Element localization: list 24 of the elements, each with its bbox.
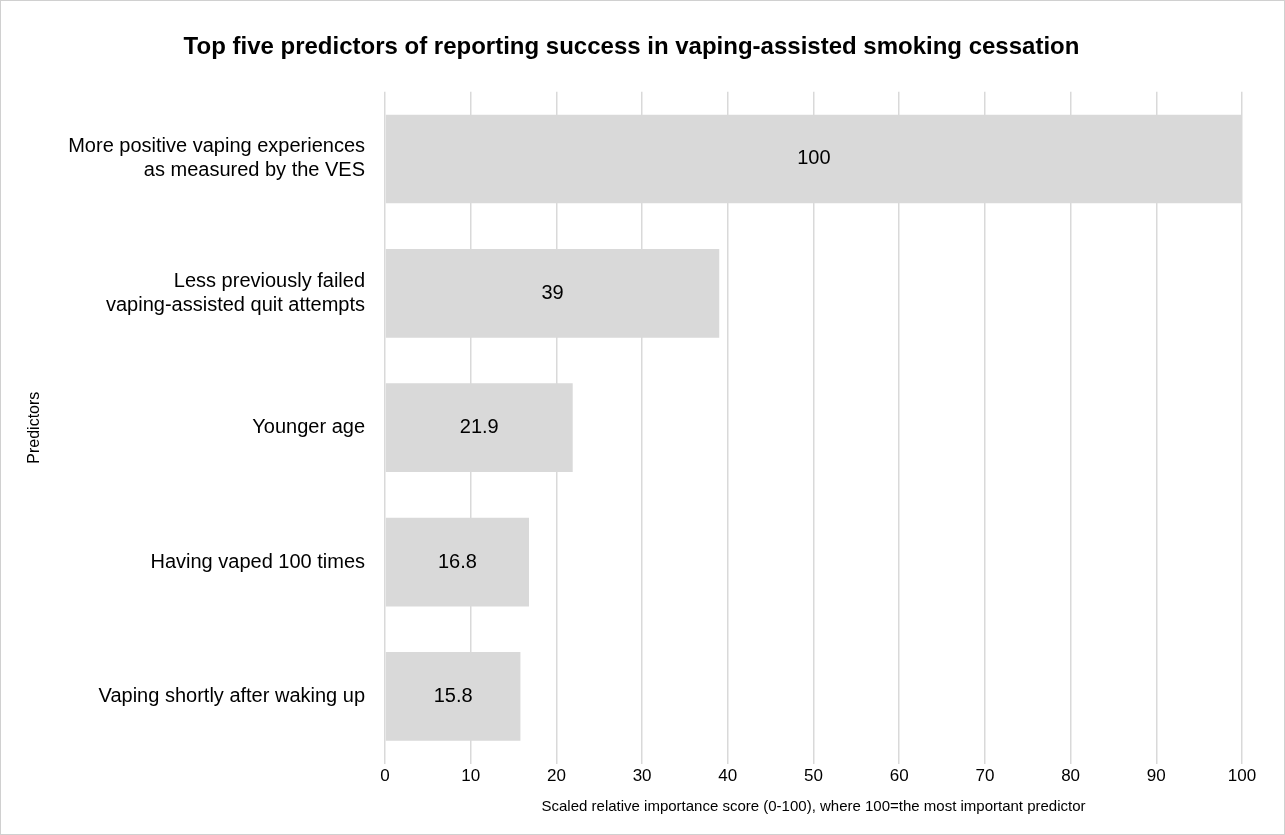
x-tick-label: 50 <box>804 766 823 786</box>
data-label: 21.9 <box>459 415 499 438</box>
x-axis-title: Scaled relative importance score (0-100), where 100=the most important predictor <box>541 797 1086 815</box>
x-tick-label: 80 <box>1061 766 1081 786</box>
y-tick-label: More positive vaping experiences as measured by the VES <box>68 134 366 181</box>
x-tick-label: 70 <box>975 766 995 786</box>
data-label: 16.8 <box>437 549 477 572</box>
data-label: 15.8 <box>433 683 473 706</box>
data-label: 39 <box>541 280 564 303</box>
x-tick-label: 0 <box>380 766 390 786</box>
y-tick-label: Less previously failed vaping-assisted quit attempts <box>105 268 366 315</box>
x-tick-label: 60 <box>889 766 909 786</box>
x-tick-label: 100 <box>1227 766 1257 786</box>
y-tick-label: Having vaped 100 times <box>150 549 366 572</box>
y-tick-label: Vaping shortly after waking up <box>98 683 366 706</box>
x-tick-label: 10 <box>461 766 481 786</box>
x-tick-label: 90 <box>1146 766 1166 786</box>
y-axis-title: Predictors <box>25 391 43 464</box>
chart-title: Top five predictors of reporting success in vaping-assisted smoking cessation <box>183 32 1080 60</box>
data-label: 100 <box>797 146 831 169</box>
y-tick-label: Younger age <box>252 415 366 438</box>
x-tick-label: 30 <box>632 766 652 786</box>
x-tick-label: 20 <box>546 766 566 786</box>
x-tick-label: 40 <box>718 766 738 786</box>
